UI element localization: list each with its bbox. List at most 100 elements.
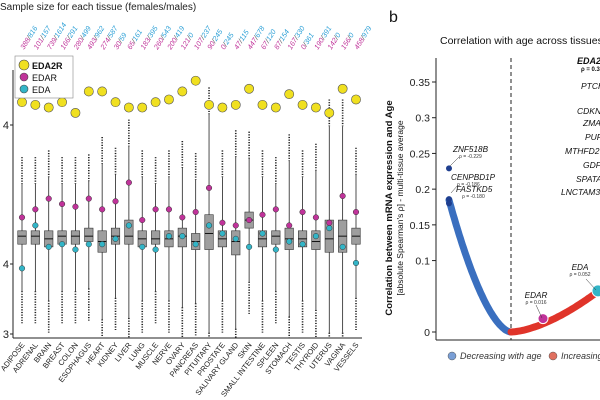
edar-point <box>299 208 306 216</box>
panel-b: b Correlation with age across tissues Co… <box>384 9 600 361</box>
gene-label-right: SPATA <box>576 174 600 184</box>
gene-label-eda-name: EDA <box>572 263 589 272</box>
sample-size-separator: / <box>24 34 34 42</box>
sample-size-label: 458/979 <box>352 24 373 51</box>
sample-size-separator: / <box>198 34 208 42</box>
legend-label-increasing: Increasing <box>561 351 600 361</box>
sample-size-separator: / <box>171 34 181 42</box>
y-tick-label: 4 <box>3 120 9 132</box>
sample-size-label: 183/395 <box>138 23 160 51</box>
eda-point <box>112 235 119 242</box>
eda2r-point <box>257 99 268 110</box>
sample-size-header: Sample size for each tissue (females/mal… <box>0 2 196 13</box>
legend-marker-eda2r <box>18 59 30 71</box>
gene-point-znf518b <box>446 165 452 172</box>
box <box>204 214 214 250</box>
edar-point <box>179 214 186 221</box>
panel-b-letter: b <box>389 9 398 26</box>
edar-point <box>205 184 213 191</box>
sample-size-males: 0 <box>186 31 196 39</box>
eda2r-point <box>270 102 281 113</box>
legend-a: EDA2R EDAR EDA <box>14 55 74 99</box>
eda2r-point <box>150 97 161 108</box>
eda-point <box>272 246 279 253</box>
legend-dot-decreasing <box>447 351 457 361</box>
gene-label-cenpbd1p-name: CENPBD1P <box>451 173 496 182</box>
eda-point <box>179 233 186 240</box>
edar-point <box>72 203 79 210</box>
edar-point <box>286 222 293 229</box>
eda-point <box>99 241 106 248</box>
sample-size-separator: / <box>144 34 154 42</box>
sample-size-label: 30/59 <box>112 31 129 51</box>
sample-size-females: 0 <box>299 43 309 51</box>
eda2r-point <box>177 86 188 97</box>
edar-point <box>125 179 132 186</box>
eda2r-point <box>230 99 241 110</box>
legend-label-edar: EDAR <box>32 73 58 83</box>
gene-label-right: LNCTAM3 <box>561 187 600 197</box>
eda2r-point <box>311 102 321 113</box>
eda-point <box>139 243 146 250</box>
edar-point <box>112 198 119 205</box>
box <box>84 227 94 242</box>
sample-size-separator: / <box>300 40 310 48</box>
y-tick-label-b: 0.3 <box>415 113 430 125</box>
box <box>124 219 134 245</box>
y-tick-label-b: 0.2 <box>415 184 430 196</box>
sample-size-separator: / <box>262 37 272 45</box>
y-tick-label: 4 <box>3 259 9 271</box>
edar-point <box>232 222 239 229</box>
eda2r-point <box>110 97 121 108</box>
sample-size-males: 0 <box>333 31 343 39</box>
eda-point <box>165 233 173 240</box>
eda-point <box>32 222 39 229</box>
leader-znf518b <box>449 156 460 167</box>
decreasing-curve <box>445 196 515 336</box>
gene-label-right: ZMA <box>582 118 600 128</box>
gene-label-fastkd5-rho: ρ = -0.180 <box>462 194 485 200</box>
eda-point <box>259 230 266 237</box>
legend-b: Decreasing with age Increasing <box>447 351 600 361</box>
box <box>311 230 321 250</box>
eda-point <box>219 230 226 237</box>
eda2r-point <box>297 99 308 110</box>
eda2r-point <box>284 89 295 100</box>
gene-label-eda-rho: ρ = 0.052 <box>569 272 590 278</box>
gene-label-znf518b-name: ZNF518B <box>452 145 489 154</box>
eda2r-point <box>190 75 201 86</box>
eda2r-point <box>337 83 348 94</box>
edar-point <box>192 208 199 216</box>
y-tick-label-b: 0.25 <box>410 148 431 160</box>
sample-size-separator: / <box>77 34 87 42</box>
sample-size-labels: 388/816101/157739/1614166/291280/499493/… <box>18 21 373 52</box>
eda-point <box>45 243 52 250</box>
sample-size-separator: / <box>220 40 230 48</box>
gene-label-eda2r-rho: ρ = 0.3 <box>581 67 600 73</box>
edar-point <box>312 214 319 221</box>
eda2r-point <box>30 99 41 110</box>
eda-point <box>85 241 92 248</box>
box <box>151 230 161 245</box>
sample-size-separator: / <box>184 34 194 42</box>
eda2r-point <box>83 86 94 97</box>
panel-b-title: Correlation with age across tissues <box>440 35 600 47</box>
sample-size-separator: / <box>104 34 114 42</box>
legend-label-decreasing: Decreasing with age <box>460 351 542 361</box>
gene-label-right: CDKN <box>577 106 600 116</box>
edar-point <box>165 206 173 213</box>
edar-point <box>85 195 92 202</box>
eda-point <box>192 241 199 248</box>
panel-a: Sample size for each tissue (females/mal… <box>0 2 373 399</box>
y-tick-label-b: 0 <box>424 327 430 339</box>
box-plots <box>17 75 361 338</box>
y-axis-label-line1: Correlation between mRNA expression and … <box>384 100 395 315</box>
eda2r-point <box>17 97 27 108</box>
edar-point <box>59 200 66 208</box>
sample-size-separator: / <box>331 34 341 42</box>
box <box>271 230 281 245</box>
gene-point-fastkd5 <box>446 200 452 207</box>
gene-label-znf518b-rho: ρ = -0.229 <box>459 154 482 160</box>
